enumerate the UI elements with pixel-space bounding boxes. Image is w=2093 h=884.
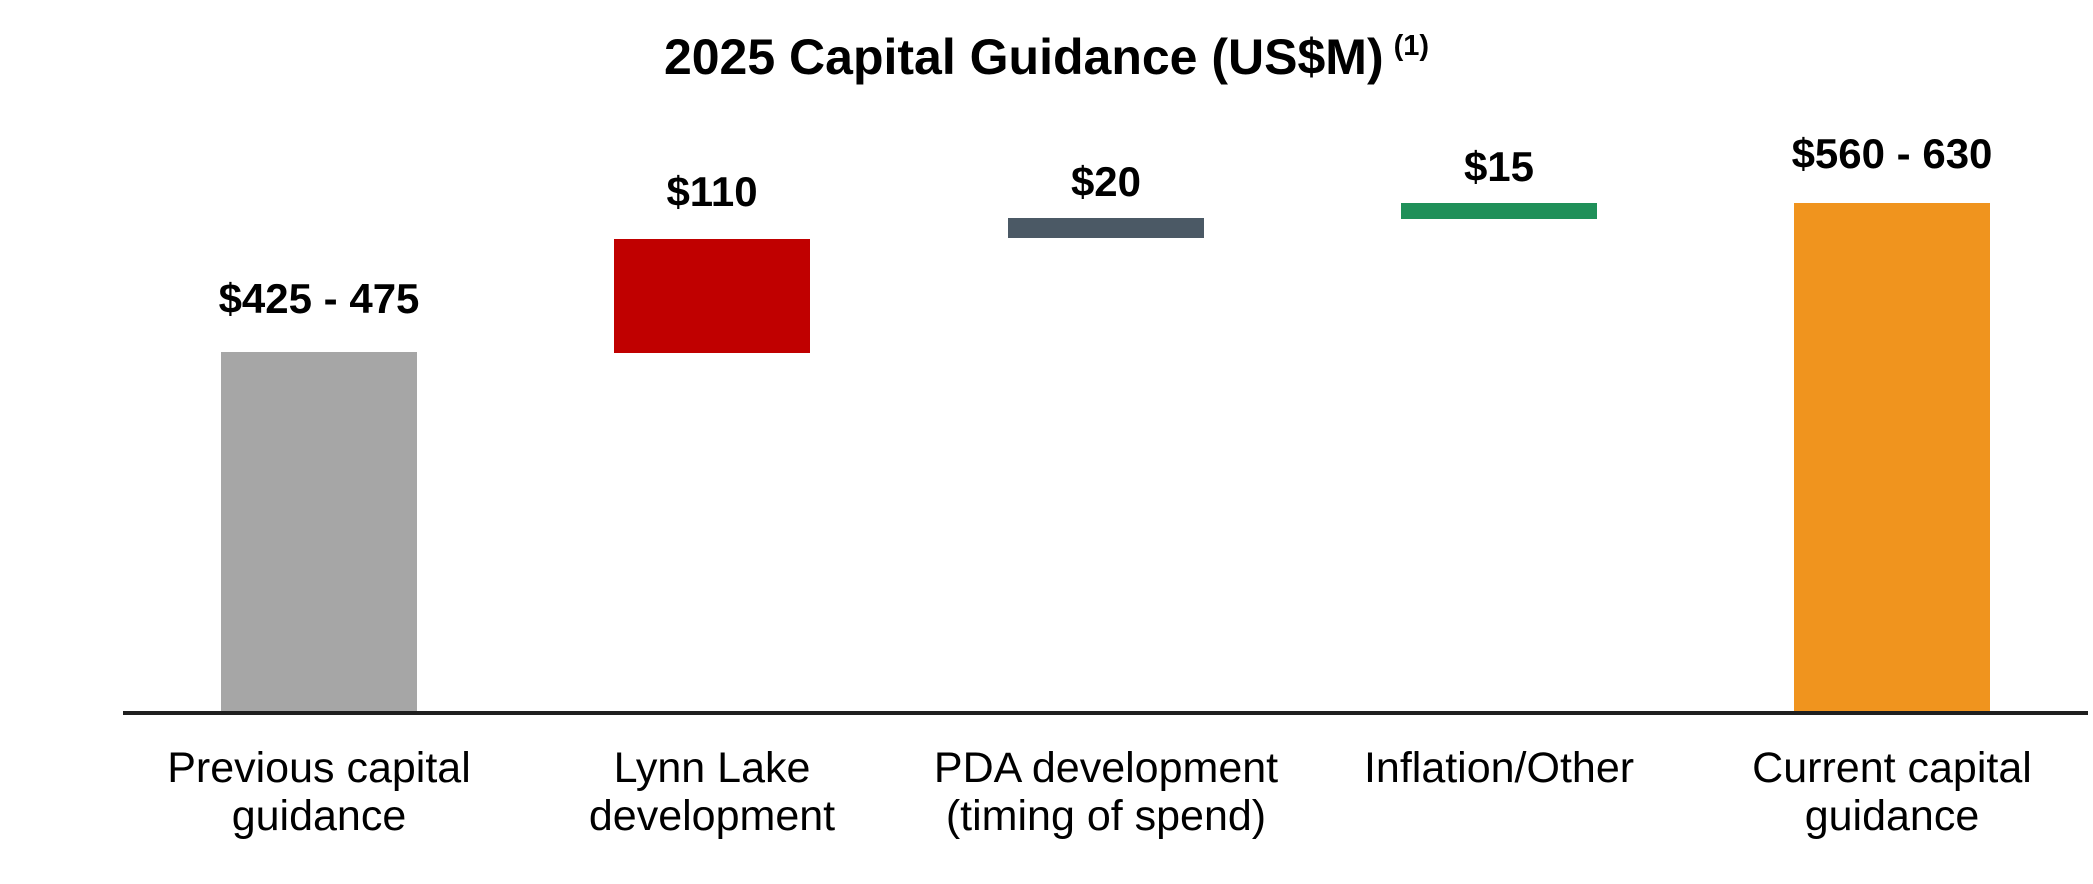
waterfall-bar-5 <box>1794 203 1990 713</box>
category-label-1: Previous capital guidance <box>167 744 471 841</box>
waterfall-bar-4 <box>1401 203 1597 219</box>
chart-title: 2025 Capital Guidance (US$M) (1) <box>0 30 2093 85</box>
chart-title-text: 2025 Capital Guidance (US$M) <box>663 29 1384 85</box>
bar-value-label-4: $15 <box>1463 142 1535 190</box>
category-label-4: Inflation/Other <box>1363 744 1635 792</box>
bar-value-label-3: $20 <box>1070 157 1142 205</box>
footnote-marker: (1) <box>1393 30 1430 62</box>
x-axis-line <box>123 711 2088 715</box>
bar-value-label-2: $110 <box>666 167 758 215</box>
category-label-2: Lynn Lake development <box>588 744 836 841</box>
bar-value-label-1: $425 - 475 <box>218 274 420 322</box>
category-label-5: Current capital guidance <box>1752 744 2032 841</box>
category-label-3: PDA development (timing of spend) <box>933 744 1279 841</box>
waterfall-bar-3 <box>1008 218 1204 238</box>
bar-value-label-5: $560 - 630 <box>1791 129 1993 177</box>
waterfall-bar-1 <box>221 352 417 713</box>
waterfall-bar-2 <box>614 239 810 353</box>
